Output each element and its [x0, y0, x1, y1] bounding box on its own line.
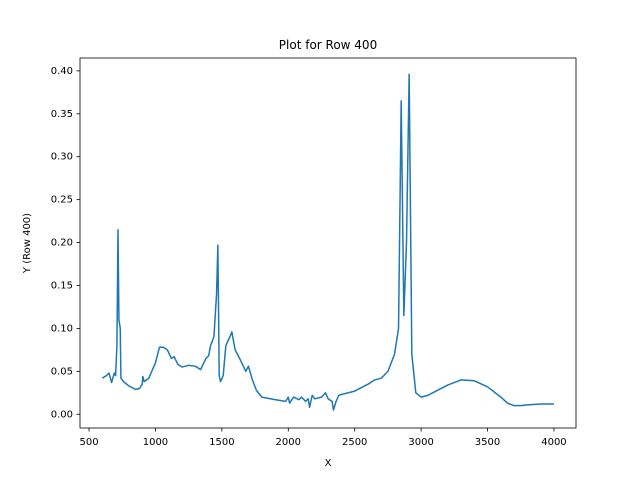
x-tick-label: 500 — [79, 437, 98, 448]
x-axis-label: X — [325, 458, 332, 469]
chart-title: Plot for Row 400 — [279, 38, 377, 52]
y-tick-label: 0.40 — [51, 66, 73, 77]
y-tick-label: 0.15 — [51, 280, 73, 291]
plot-frame — [79, 57, 577, 429]
y-tick-label: 0.05 — [51, 366, 73, 377]
x-tick-label: 1500 — [209, 437, 234, 448]
y-tick-label: 0.20 — [51, 238, 73, 249]
x-tick-label: 2000 — [276, 437, 301, 448]
x-tick-label: 3500 — [475, 437, 500, 448]
y-tick-label: 0.10 — [51, 323, 73, 334]
x-tick-label: 3000 — [408, 437, 433, 448]
x-tick-label: 2500 — [342, 437, 367, 448]
y-axis-label: Y (Row 400) — [22, 213, 33, 274]
x-tick-label: 4000 — [541, 437, 566, 448]
x-tick-label: 1000 — [143, 437, 168, 448]
y-tick-label: 0.35 — [51, 109, 73, 120]
y-tick-label: 0.00 — [51, 409, 73, 420]
data-line — [101, 73, 554, 411]
y-tick-label: 0.25 — [51, 195, 73, 206]
y-tick-label: 0.30 — [51, 152, 73, 163]
